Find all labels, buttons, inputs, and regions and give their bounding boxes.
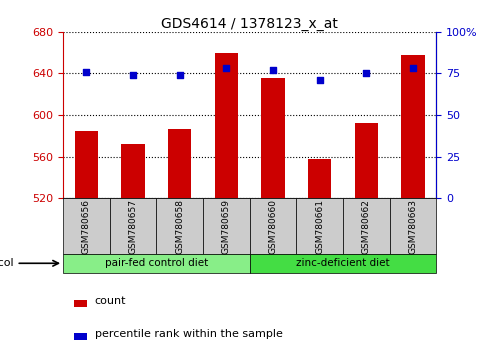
Bar (74, 299, 87, 307)
Point (82, 69, 90, 75)
Bar (121, 144, 144, 198)
Point (315, 77, 323, 83)
Text: pair-fed control diet: pair-fed control diet (105, 258, 208, 268)
Bar (307, 159, 331, 198)
Bar (401, 55, 424, 198)
Text: zinc-deficient diet: zinc-deficient diet (296, 258, 389, 268)
Text: GSM780659: GSM780659 (222, 199, 230, 253)
Bar (261, 78, 284, 198)
Bar (74, 333, 87, 340)
Bar (214, 53, 238, 198)
Bar (249, 198, 296, 254)
Title: GDS4614 / 1378123_x_at: GDS4614 / 1378123_x_at (161, 17, 337, 31)
Bar (249, 254, 436, 273)
Point (362, 70, 370, 76)
Text: GSM780661: GSM780661 (315, 199, 324, 253)
Text: GSM780656: GSM780656 (82, 199, 91, 253)
Text: percentile rank within the sample: percentile rank within the sample (94, 329, 282, 339)
Bar (156, 198, 203, 254)
Bar (109, 198, 156, 254)
Point (129, 72, 136, 78)
Point (176, 72, 183, 78)
Bar (342, 198, 389, 254)
Bar (354, 124, 378, 198)
Text: GSM780657: GSM780657 (128, 199, 137, 253)
Bar (75, 131, 98, 198)
Bar (168, 129, 191, 198)
Bar (389, 198, 436, 254)
Text: GSM780662: GSM780662 (361, 199, 370, 253)
Bar (63, 198, 109, 254)
Bar (63, 254, 249, 273)
Text: growth protocol: growth protocol (0, 258, 14, 268)
Point (222, 65, 230, 71)
Bar (296, 198, 342, 254)
Point (269, 67, 276, 73)
Point (408, 65, 416, 71)
Text: count: count (94, 296, 126, 306)
Bar (203, 198, 249, 254)
Text: GSM780663: GSM780663 (408, 199, 417, 253)
Text: GSM780658: GSM780658 (175, 199, 184, 253)
Text: GSM780660: GSM780660 (268, 199, 277, 253)
